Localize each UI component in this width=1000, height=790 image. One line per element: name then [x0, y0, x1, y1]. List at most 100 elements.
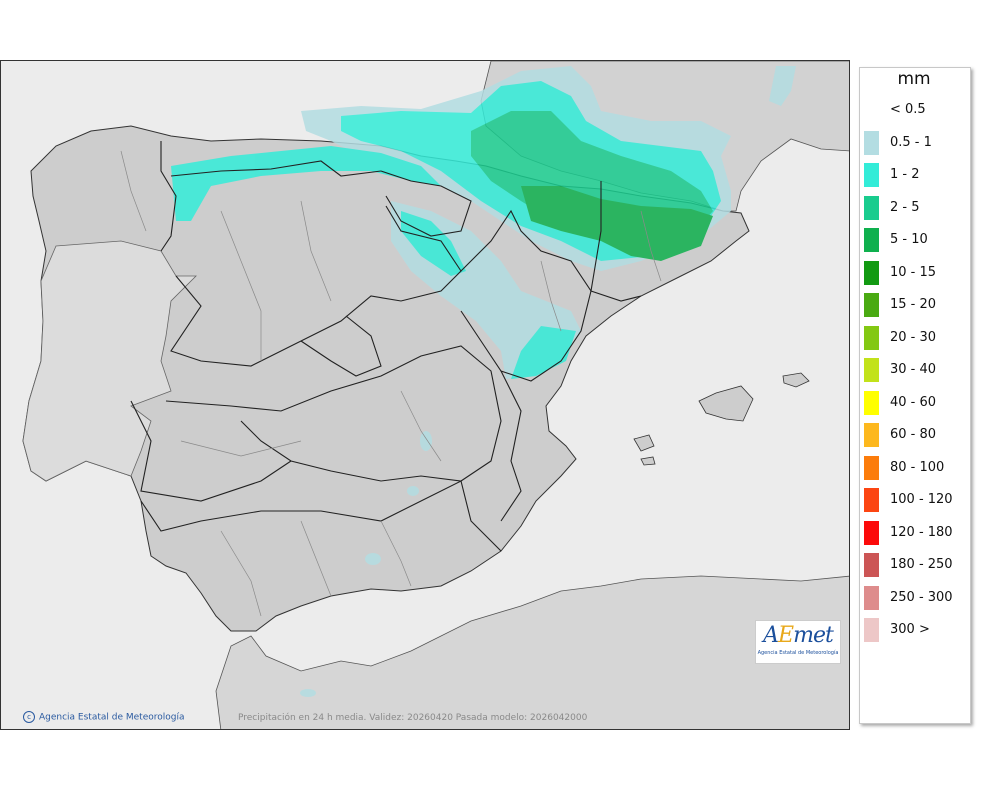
prov-line-5: [300, 520, 332, 597]
border-castilla-leon: [170, 205, 462, 367]
legend-swatch: [864, 488, 879, 512]
legend-swatch: [864, 618, 879, 642]
legend-item: 30 - 40: [864, 358, 968, 382]
prov-line-10: [120, 150, 147, 232]
border-asturias-cantabria: [170, 160, 382, 177]
legend-label: 40 - 60: [890, 394, 937, 410]
legend-swatch: [864, 585, 879, 610]
legend-item: 5 - 10: [864, 228, 968, 252]
legend-item: 300 >: [864, 618, 968, 642]
legend-item: 120 - 180: [864, 520, 968, 545]
ibiza: [633, 434, 655, 452]
legend-label: 120 - 180: [890, 524, 953, 540]
precip-1-2-ebro: [401, 211, 466, 276]
border-valencia: [500, 370, 522, 522]
prov-line-9: [640, 210, 662, 282]
legend-label: 250 - 300: [890, 589, 953, 605]
legend-title: mm: [897, 69, 931, 89]
legend-label: 2 - 5: [890, 199, 920, 215]
regional-borders: [130, 141, 642, 552]
border-madrid: [300, 315, 382, 377]
prov-line-1: [220, 210, 262, 361]
border-navarra-basque: [380, 170, 472, 237]
precip-5-10-pyrenees: [521, 186, 713, 261]
legend-swatch: [864, 293, 879, 317]
precip-1-2-cantabrian: [171, 146, 441, 221]
copyright-icon: c: [23, 711, 35, 723]
legend-swatch: [864, 423, 879, 447]
legend-swatch: [864, 98, 879, 122]
precip-spot-south-1: [420, 431, 432, 451]
precipitation-map: c Agencia Estatal de Meteorología Precipi…: [0, 60, 850, 730]
logo-wordmark: AEmet: [763, 623, 834, 648]
legend-swatch: [864, 260, 879, 285]
border-andalucia: [140, 480, 502, 552]
legend-item: 80 - 100: [864, 455, 968, 480]
legend-item: < 0.5: [864, 98, 968, 122]
precip-spot-south-3: [407, 486, 419, 496]
legend-label: 1 - 2: [890, 167, 920, 182]
prov-line-4: [220, 530, 262, 617]
legend-label: 10 - 15: [890, 264, 937, 280]
border-galicia: [160, 141, 177, 252]
legend-item: 2 - 5: [864, 195, 968, 220]
legend-item: 180 - 250: [864, 553, 968, 577]
legend-label: 100 - 120: [890, 492, 953, 507]
legend-label: 5 - 10: [890, 232, 928, 247]
legend-swatch: [864, 390, 879, 415]
legend-swatch: [864, 325, 879, 350]
legend-item: 1 - 2: [864, 163, 968, 187]
prov-line-6: [380, 520, 412, 587]
legend-item: 0.5 - 1: [864, 130, 968, 155]
prov-line-3: [180, 440, 302, 457]
legend-label: 180 - 250: [890, 557, 953, 572]
legend-item: 20 - 30: [864, 325, 968, 350]
legend-swatch: [864, 195, 879, 220]
border-catalonia: [590, 181, 642, 302]
mallorca: [698, 385, 754, 422]
credit-line: c Agencia Estatal de Meteorología: [23, 711, 185, 723]
legend-swatch: [864, 358, 879, 382]
legend-swatch: [864, 553, 879, 577]
formentera: [640, 456, 656, 466]
border-castilla-mancha: [165, 345, 502, 482]
aemet-logo: AEmet Agencia Estatal de Meteorología: [755, 620, 841, 664]
legend-item: 15 - 20: [864, 293, 968, 317]
portugal: [22, 240, 197, 482]
menorca: [782, 372, 810, 388]
legend-label: 300 >: [890, 622, 930, 637]
prov-line-7: [400, 390, 442, 462]
precip-1-2-maestrazgo: [511, 326, 576, 379]
map-caption: Precipitación en 24 h media. Validez: 20…: [238, 713, 588, 723]
legend-label: 15 - 20: [890, 297, 937, 312]
legend-item: 100 - 120: [864, 488, 968, 512]
legend-label: 20 - 30: [890, 329, 937, 345]
map-canvas: [1, 61, 849, 729]
prov-line-2: [300, 200, 332, 302]
precip-spot-africa: [300, 689, 316, 697]
prov-line-8: [540, 260, 562, 332]
legend-swatch: [864, 228, 879, 252]
legend-item: 10 - 15: [864, 260, 968, 285]
north-africa: [215, 575, 849, 729]
legend-item: 60 - 80: [864, 423, 968, 447]
legend-label: 0.5 - 1: [890, 134, 932, 150]
border-extremadura: [130, 400, 292, 502]
legend-swatch: [864, 520, 879, 545]
credit-text: Agencia Estatal de Meteorología: [39, 712, 185, 723]
precip-spot-south-2: [365, 553, 381, 565]
legend-item: 250 - 300: [864, 585, 968, 610]
legend-panel: mm < 0.5 0.5 - 1 1 - 2 2 - 5 5 - 10 10 - 15 15…: [859, 67, 971, 724]
precip-0-5-1-gulf-lion: [769, 66, 796, 106]
legend-label: < 0.5: [890, 102, 926, 117]
legend-label: 60 - 80: [890, 427, 937, 442]
provincial-borders: [120, 150, 662, 617]
legend-label: 30 - 40: [890, 362, 937, 377]
precipitation-overlay: [171, 66, 796, 697]
legend-item: 40 - 60: [864, 390, 968, 415]
logo-subtitle: Agencia Estatal de Meteorología: [757, 650, 839, 656]
legend-swatch: [864, 455, 879, 480]
legend-label: 80 - 100: [890, 459, 945, 475]
legend-swatch: [864, 163, 879, 187]
legend-swatch: [864, 130, 879, 155]
